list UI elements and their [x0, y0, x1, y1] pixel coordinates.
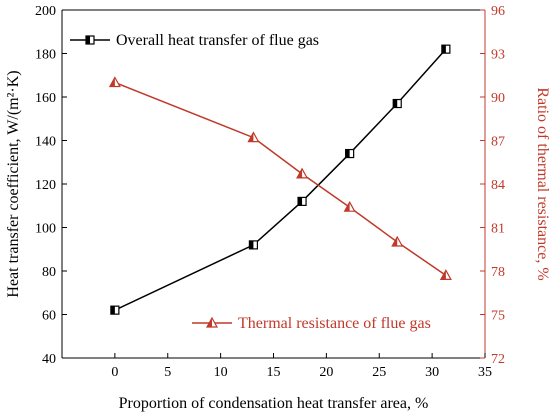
series-thermal-resistance-point-fill: [344, 202, 350, 212]
series-thermal-resistance-point-fill: [440, 270, 446, 280]
y-tick-label-right: 81: [491, 222, 505, 237]
x-tick-label: 5: [164, 365, 171, 380]
y-tick-label-left: 120: [35, 178, 56, 193]
y-axis-title-left: Heat transfer coefficient, W/(m²·K): [5, 70, 22, 297]
y-tick-label-right: 90: [491, 91, 505, 106]
y-tick-label-right: 87: [491, 135, 505, 150]
series-thermal-resistance-point-fill: [392, 237, 398, 246]
series-thermal-resistance-point: [439, 269, 452, 280]
series-heat-transfer-point-fill: [110, 306, 115, 315]
legend-item-thermal-resistance-label: Thermal resistance of flue gas: [238, 315, 431, 332]
axes: 0 5 10 15 20 25 30 35 40 60 80 100 120 140 160 180 200 72…: [35, 4, 505, 380]
y-tick-label-right: 72: [491, 352, 505, 367]
series-heat-transfer-point: [297, 196, 307, 206]
series-thermal-resistance-point-fill: [248, 132, 254, 142]
series-heat-transfer-point-fill: [441, 45, 446, 54]
series-thermal-resistance-point-fill: [297, 168, 303, 178]
y-tick-label-right: 96: [491, 4, 505, 19]
x-tick-label: 30: [425, 365, 439, 380]
x-tick-label: 10: [214, 365, 228, 380]
series-heat-transfer-point-fill: [393, 99, 398, 108]
series-heat-transfer-line: [114, 48, 447, 311]
y-tick-label-left: 180: [35, 48, 56, 63]
x-tick-label: 0: [111, 365, 118, 380]
legend-item-heat-transfer-label: Overall heat transfer of flue gas: [116, 32, 319, 49]
series-heat-transfer-point: [345, 148, 355, 159]
series-thermal-resistance-point: [296, 167, 309, 179]
y-tick-label-right: 84: [491, 178, 505, 193]
legend-item-heat-transfer-marker-fill: [86, 36, 90, 44]
y-tick-label-left: 40: [42, 352, 56, 367]
series-heat-transfer-point-fill: [345, 149, 350, 158]
legend-item-thermal-resistance: Thermal resistance of flue gas: [192, 315, 431, 332]
series-heat-transfer-point-fill: [249, 240, 254, 249]
series-thermal-resistance-point-fill: [109, 77, 115, 87]
series-heat-transfer-point-fill: [298, 197, 303, 206]
series-heat-transfer-point: [110, 305, 120, 315]
series-heat-transfer-point: [441, 44, 451, 54]
y-tick-label-right: 93: [491, 48, 505, 63]
y-tick-label-left: 60: [42, 309, 56, 324]
x-tick-label: 25: [372, 365, 386, 380]
series-thermal-resistance-point: [247, 131, 260, 143]
legend-item-thermal-resistance-marker-fill: [207, 318, 212, 327]
y-tick-label-left: 160: [35, 91, 56, 106]
series-thermal-resistance-point: [108, 76, 121, 88]
y-tick-label-left: 200: [35, 4, 56, 19]
x-tick-label: 15: [267, 365, 281, 380]
y-tick-label-left: 140: [35, 135, 56, 150]
y-tick-label-right: 75: [491, 309, 505, 324]
y-tick-label-left: 100: [35, 222, 56, 237]
legend-item-thermal-resistance-marker: [205, 316, 219, 328]
legend-item-heat-transfer: Overall heat transfer of flue gas: [70, 32, 319, 49]
x-axis-title: Proportion of condensation heat transfer…: [119, 395, 429, 412]
y-tick-label-left: 80: [42, 265, 56, 280]
x-tick-label: 35: [478, 365, 492, 380]
y-tick-label-right: 78: [491, 265, 505, 280]
series-heat-transfer-point: [248, 240, 259, 250]
series-thermal-resistance-point: [391, 235, 404, 247]
x-tick-label: 20: [319, 365, 333, 380]
legend: Overall heat transfer of flue gas Thermal…: [70, 32, 431, 332]
series-layer: [108, 44, 452, 315]
series-thermal-resistance-line: [114, 81, 447, 276]
series-heat-transfer-point: [392, 98, 402, 109]
series-thermal-resistance-point: [343, 200, 356, 212]
legend-item-heat-transfer-marker: [85, 35, 95, 45]
y-axis-title-right: Ratio of thermal resistance, %: [534, 87, 550, 280]
